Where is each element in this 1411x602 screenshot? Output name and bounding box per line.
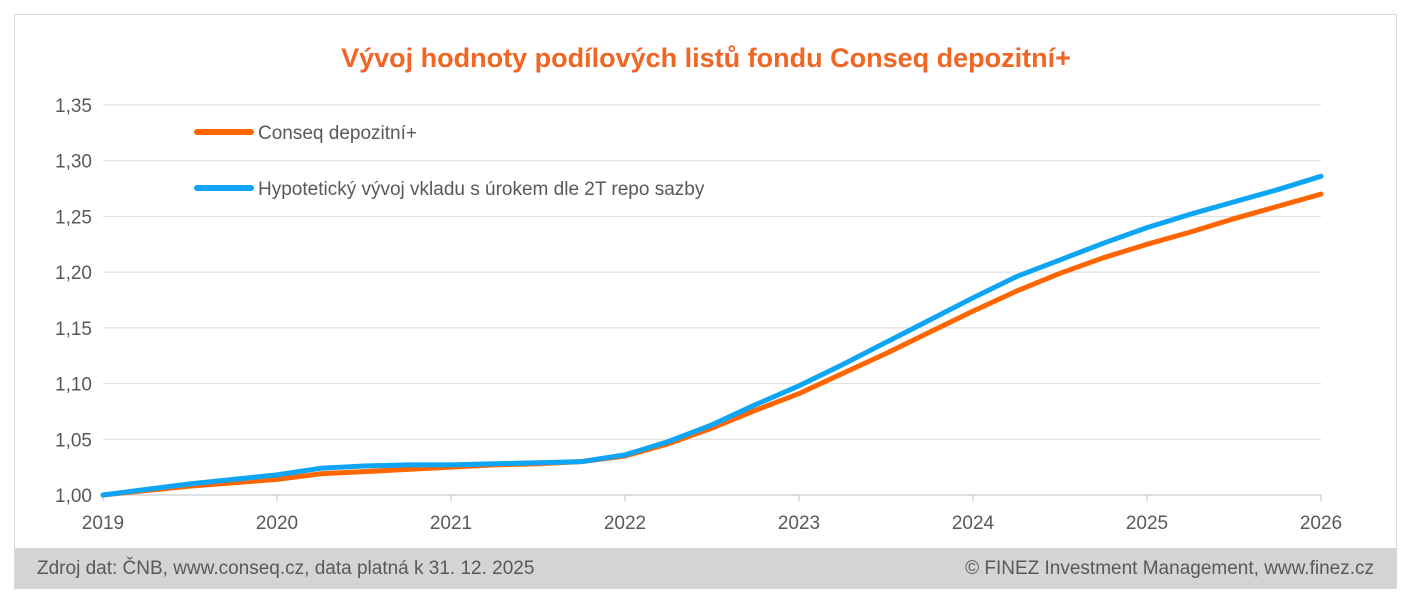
x-tick-label: 2021 <box>430 513 472 534</box>
y-tick-label: 1,20 <box>55 263 92 284</box>
gridlines <box>103 104 1321 440</box>
x-tick-label: 2023 <box>778 513 820 534</box>
chart-frame <box>14 14 1397 589</box>
chart-title: Vývoj hodnoty podílových listů fondu Con… <box>341 43 1071 73</box>
legend-label-1: Conseq depozitní+ <box>258 123 417 144</box>
series-line-2 <box>100 173 1324 498</box>
y-tick-label: 1,00 <box>55 486 92 507</box>
x-axis: 2019 2020 2021 2022 2023 2024 2025 2026 <box>82 494 1342 534</box>
footer-bar: Zdroj dat: ČNB, www.conseq.cz, data plat… <box>15 548 1396 588</box>
x-tick-label: 2019 <box>82 513 124 534</box>
y-tick-label: 1,25 <box>55 207 92 228</box>
y-tick-label: 1,35 <box>55 96 92 117</box>
series-line-1 <box>100 191 1324 498</box>
series-lines <box>100 173 1324 498</box>
x-tick-label: 2025 <box>1126 513 1168 534</box>
x-tick-label: 2024 <box>952 513 995 534</box>
y-tick-label: 1,10 <box>55 375 92 396</box>
y-tick-label: 1,15 <box>55 319 92 340</box>
x-tick-label: 2020 <box>256 513 298 534</box>
legend-label-2: Hypotetický vývoj vkladu s úrokem dle 2T… <box>258 179 705 200</box>
legend: Conseq depozitní+ Hypotetický vývoj vklad… <box>194 123 705 200</box>
y-tick-label: 1,05 <box>55 430 92 451</box>
y-tick-label: 1,30 <box>55 152 92 173</box>
data-source-note: Zdroj dat: ČNB, www.conseq.cz, data plat… <box>37 558 535 579</box>
y-axis-ticks: 1,00 1,05 1,10 1,15 1,20 1,25 1,30 1,35 <box>55 96 92 507</box>
x-tick-label: 2026 <box>1300 513 1342 534</box>
copyright-note: © FINEZ Investment Management, www.finez… <box>965 558 1374 579</box>
x-tick-label: 2022 <box>604 513 646 534</box>
